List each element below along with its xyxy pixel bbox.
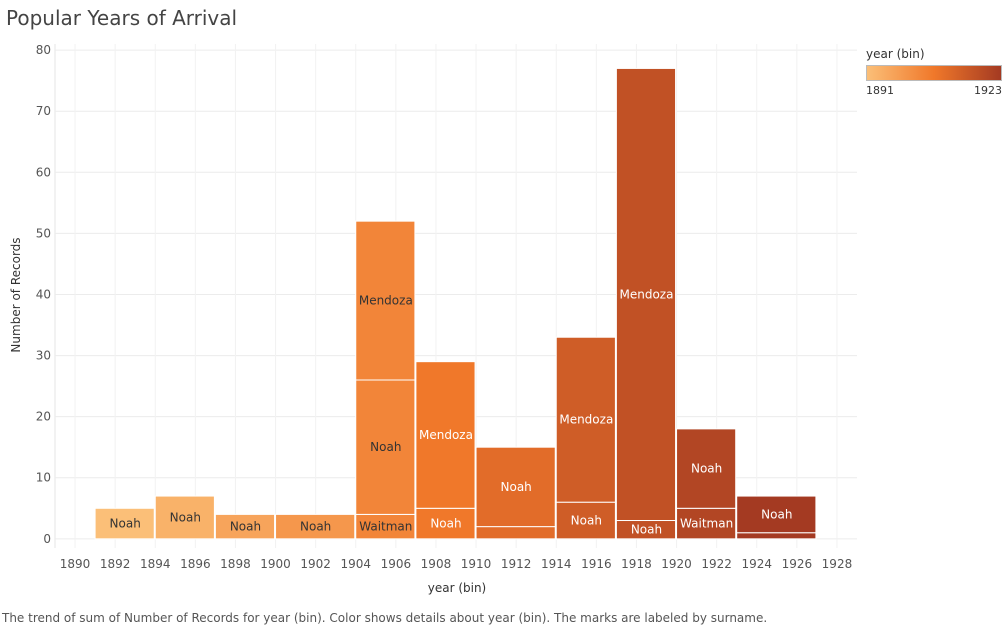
- x-tick-label: 1910: [461, 557, 492, 571]
- bar-label: Noah: [501, 480, 532, 494]
- bar-label: Mendoza: [619, 287, 673, 301]
- legend-min-label: 1891: [866, 84, 894, 97]
- bar-segment[interactable]: [415, 507, 476, 540]
- bar-segment[interactable]: [94, 507, 155, 540]
- legend-gradient: [866, 65, 1002, 81]
- x-tick-label: 1896: [180, 557, 211, 571]
- y-tick-label: 50: [36, 226, 51, 240]
- x-tick-label: 1918: [621, 557, 652, 571]
- bar-segment[interactable]: [475, 526, 556, 540]
- bar-segment[interactable]: [676, 428, 737, 509]
- x-tick-label: 1890: [60, 557, 91, 571]
- bar-segment[interactable]: [555, 501, 616, 540]
- y-axis-label: Number of Records: [9, 237, 23, 352]
- x-axis-label: year (bin): [428, 581, 487, 595]
- bar-segment[interactable]: [475, 446, 556, 528]
- x-tick-label: 1912: [501, 557, 532, 571]
- x-tick-label: 1916: [581, 557, 612, 571]
- bar-segment[interactable]: [355, 220, 416, 381]
- y-tick-label: 40: [36, 287, 51, 301]
- chart-caption: The trend of sum of Number of Records fo…: [2, 611, 768, 625]
- bar-segment[interactable]: [214, 513, 276, 540]
- bar-segment[interactable]: [355, 379, 416, 515]
- y-tick-label: 80: [36, 43, 51, 57]
- bar-label: Noah: [571, 514, 602, 528]
- bar-label: Noah: [631, 523, 662, 537]
- legend-max-label: 1923: [974, 84, 1002, 97]
- bar-segment[interactable]: [555, 336, 616, 503]
- bar-segment[interactable]: [275, 513, 356, 540]
- bars: Noah Noah Noah Noah Waitman Noah Mendoza Noah Me…: [94, 67, 817, 540]
- bar-segment[interactable]: [615, 67, 677, 522]
- x-tick-label: 1924: [741, 557, 772, 571]
- x-tick-label: 1928: [822, 557, 853, 571]
- bar-segment[interactable]: [736, 495, 817, 534]
- bar-label: Waitman: [359, 520, 412, 534]
- legend-title: year (bin): [866, 47, 925, 61]
- x-tick-label: 1900: [260, 557, 291, 571]
- bar-label: Waitman: [680, 517, 733, 531]
- bar-label: Noah: [300, 520, 331, 534]
- bar-segment[interactable]: [154, 495, 215, 540]
- y-tick-label: 30: [36, 349, 51, 363]
- x-tick-label: 1902: [300, 557, 331, 571]
- y-tick-label: 10: [36, 471, 51, 485]
- x-tick-label: 1906: [381, 557, 412, 571]
- x-tick-label: 1904: [340, 557, 371, 571]
- y-tick-label: 20: [36, 410, 51, 424]
- x-tick-label: 1898: [220, 557, 251, 571]
- y-tick-label: 60: [36, 165, 51, 179]
- bar-segment[interactable]: [736, 532, 817, 540]
- bar-label: Mendoza: [419, 428, 473, 442]
- y-tick-label: 70: [36, 104, 51, 118]
- x-tick-label: 1894: [140, 557, 171, 571]
- x-tick-label: 1922: [701, 557, 732, 571]
- x-tick-label: 1920: [661, 557, 692, 571]
- bar-label: Noah: [230, 520, 261, 534]
- bar-label: Mendoza: [559, 413, 613, 427]
- bar-label: Noah: [110, 517, 141, 531]
- bar-segment[interactable]: [355, 513, 416, 540]
- bar-label: Mendoza: [359, 294, 413, 308]
- y-tick-label: 0: [43, 532, 51, 546]
- bar-label: Noah: [761, 507, 792, 521]
- chart-title: Popular Years of Arrival: [6, 6, 238, 30]
- x-axis-ticks: 1890 1892 1894 1896 1898 1900 1902 1904 1906 1908…: [60, 557, 852, 571]
- bar-label: Noah: [170, 510, 201, 524]
- y-axis-ticks: 0 10 20 30 40 50 60 70 80: [36, 43, 51, 546]
- x-tick-label: 1908: [421, 557, 452, 571]
- x-tick-label: 1892: [100, 557, 131, 571]
- bar-label: Noah: [691, 462, 722, 476]
- color-legend: year (bin) 1891 1923: [866, 47, 1006, 97]
- bar-label: Noah: [430, 517, 461, 531]
- bar-label: Noah: [370, 440, 401, 454]
- bar-segment[interactable]: [415, 361, 476, 509]
- x-tick-label: 1914: [541, 557, 572, 571]
- x-tick-label: 1926: [782, 557, 813, 571]
